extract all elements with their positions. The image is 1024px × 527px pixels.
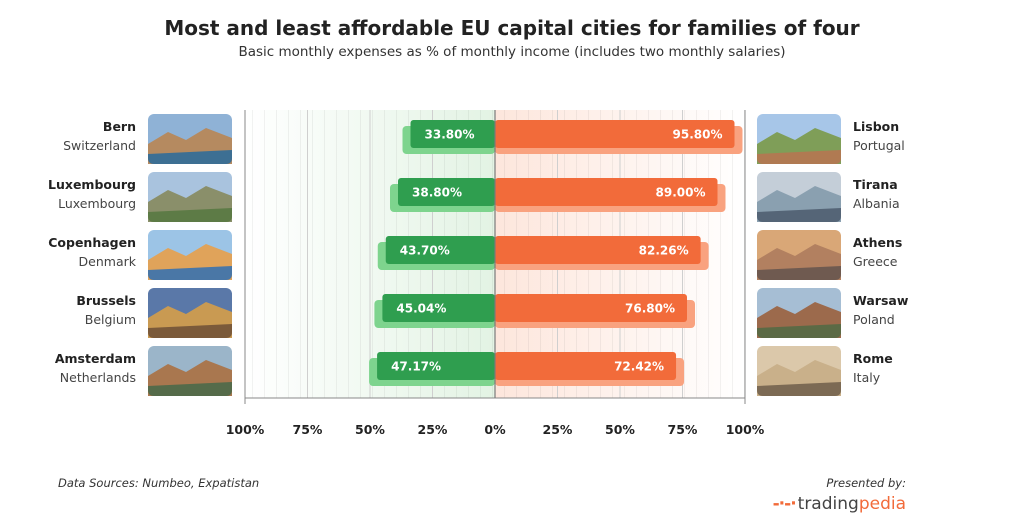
country-name-right: Greece <box>853 254 898 269</box>
bar-value-label: 45.04% <box>396 302 446 316</box>
photo-ground <box>148 208 232 222</box>
brand-part1: trading <box>797 494 859 514</box>
bar-value-label: 95.80% <box>673 128 723 142</box>
bar-right <box>495 178 718 206</box>
logo-mark-icon: -·-· <box>772 494 797 514</box>
country-name-right: Italy <box>853 370 881 385</box>
city-photo-left <box>148 172 232 222</box>
city-photo-right <box>757 230 841 280</box>
bar-value-label: 89.00% <box>656 186 706 200</box>
country-name-right: Portugal <box>853 138 905 153</box>
country-name-right: Poland <box>853 312 895 327</box>
tradingpedia-logo: -·-· trading pedia <box>773 494 906 514</box>
presented-by-label: Presented by: <box>826 476 906 490</box>
photo-ground <box>148 324 232 338</box>
bar-left <box>385 236 495 264</box>
city-name-right: Lisbon <box>853 119 899 134</box>
city-name-left: Amsterdam <box>55 351 136 366</box>
photo-ground <box>757 150 841 164</box>
bar-right <box>495 236 701 264</box>
photo-ground <box>757 266 841 280</box>
photo-ground <box>148 150 232 164</box>
bar-left <box>410 120 495 148</box>
x-tick-label: 0% <box>484 422 506 437</box>
x-tick-label: 100% <box>226 422 265 437</box>
city-photo-left <box>148 288 232 338</box>
city-name-left: Copenhagen <box>48 235 136 250</box>
photo-ground <box>757 324 841 338</box>
bar-value-label: 72.42% <box>614 360 664 374</box>
country-name-right: Albania <box>853 196 900 211</box>
country-name-left: Luxembourg <box>58 196 136 211</box>
city-photo-left <box>148 346 232 396</box>
photo-ground <box>148 382 232 396</box>
country-name-left: Belgium <box>85 312 136 327</box>
data-sources: Data Sources: Numbeo, Expatistan <box>58 476 260 490</box>
chart-subtitle: Basic monthly expenses as % of monthly i… <box>238 44 786 60</box>
chart-title: Most and least affordable EU capital cit… <box>164 16 860 40</box>
bar-value-label: 82.26% <box>639 244 689 258</box>
city-name-right: Athens <box>853 235 902 250</box>
city-name-left: Luxembourg <box>48 177 136 192</box>
city-photo-right <box>757 114 841 164</box>
bar-value-label: 76.80% <box>625 302 675 316</box>
x-tick-label: 75% <box>668 422 698 437</box>
city-name-left: Bern <box>103 119 136 134</box>
bar-right <box>495 120 735 148</box>
bar-right <box>495 352 677 380</box>
city-photo-left <box>148 230 232 280</box>
city-photo-right <box>757 346 841 396</box>
bar-left <box>377 352 495 380</box>
city-name-right: Tirana <box>853 177 898 192</box>
city-name-left: Brussels <box>76 293 136 308</box>
photo-ground <box>757 382 841 396</box>
x-tick-label: 50% <box>355 422 385 437</box>
photo-ground <box>757 208 841 222</box>
x-tick-label: 100% <box>726 422 765 437</box>
city-photo-right <box>757 172 841 222</box>
bar-value-label: 33.80% <box>425 128 475 142</box>
country-name-left: Netherlands <box>60 370 136 385</box>
city-name-right: Warsaw <box>853 293 909 308</box>
country-name-left: Denmark <box>79 254 137 269</box>
bar-right <box>495 294 687 322</box>
city-photo-left <box>148 114 232 164</box>
country-name-left: Switzerland <box>63 138 136 153</box>
bar-value-label: 47.17% <box>391 360 441 374</box>
x-tick-label: 75% <box>293 422 323 437</box>
bar-left <box>382 294 495 322</box>
bar-value-label: 43.70% <box>400 244 450 258</box>
x-tick-label: 50% <box>605 422 635 437</box>
x-tick-label: 25% <box>543 422 573 437</box>
city-name-right: Rome <box>853 351 893 366</box>
x-tick-label: 25% <box>418 422 448 437</box>
photo-ground <box>148 266 232 280</box>
brand-part2: pedia <box>858 494 906 514</box>
bar-left <box>398 178 495 206</box>
bar-value-label: 38.80% <box>412 186 462 200</box>
city-photo-right <box>757 288 841 338</box>
